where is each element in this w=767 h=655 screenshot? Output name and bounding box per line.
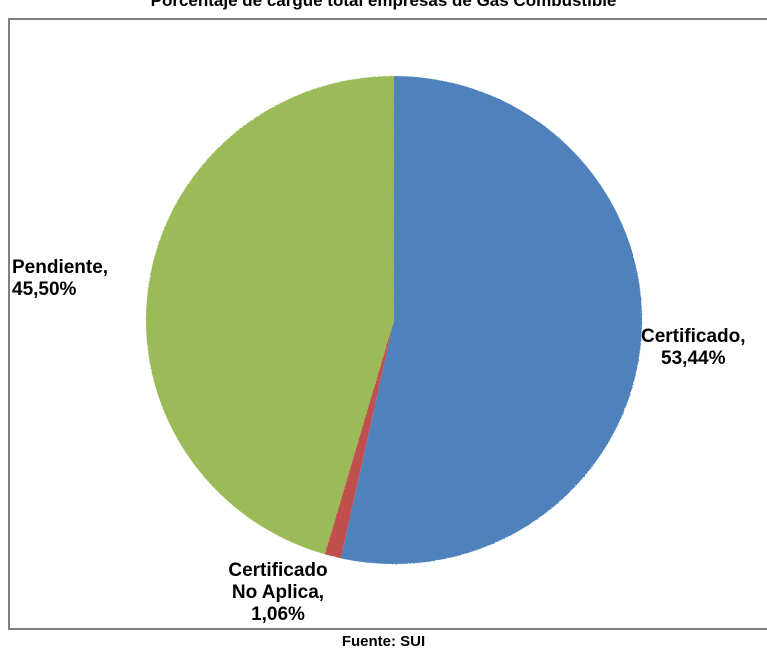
pie-slice-pendiente	[146, 76, 394, 555]
chart-title: Porcentaje de cargue total empresas de G…	[150, 0, 617, 10]
pie-slice-certificado-no-aplica	[324, 320, 394, 559]
label-certificado: Certificado, 53,44%	[641, 326, 746, 369]
label-pendiente: Pendiente, 45,50%	[12, 257, 109, 300]
label-certificado-no-aplica: Certificado No Aplica, 1,06%	[228, 560, 328, 625]
pie-slice-certificado	[340, 76, 643, 564]
source-note: Fuente: SUI	[341, 633, 426, 650]
